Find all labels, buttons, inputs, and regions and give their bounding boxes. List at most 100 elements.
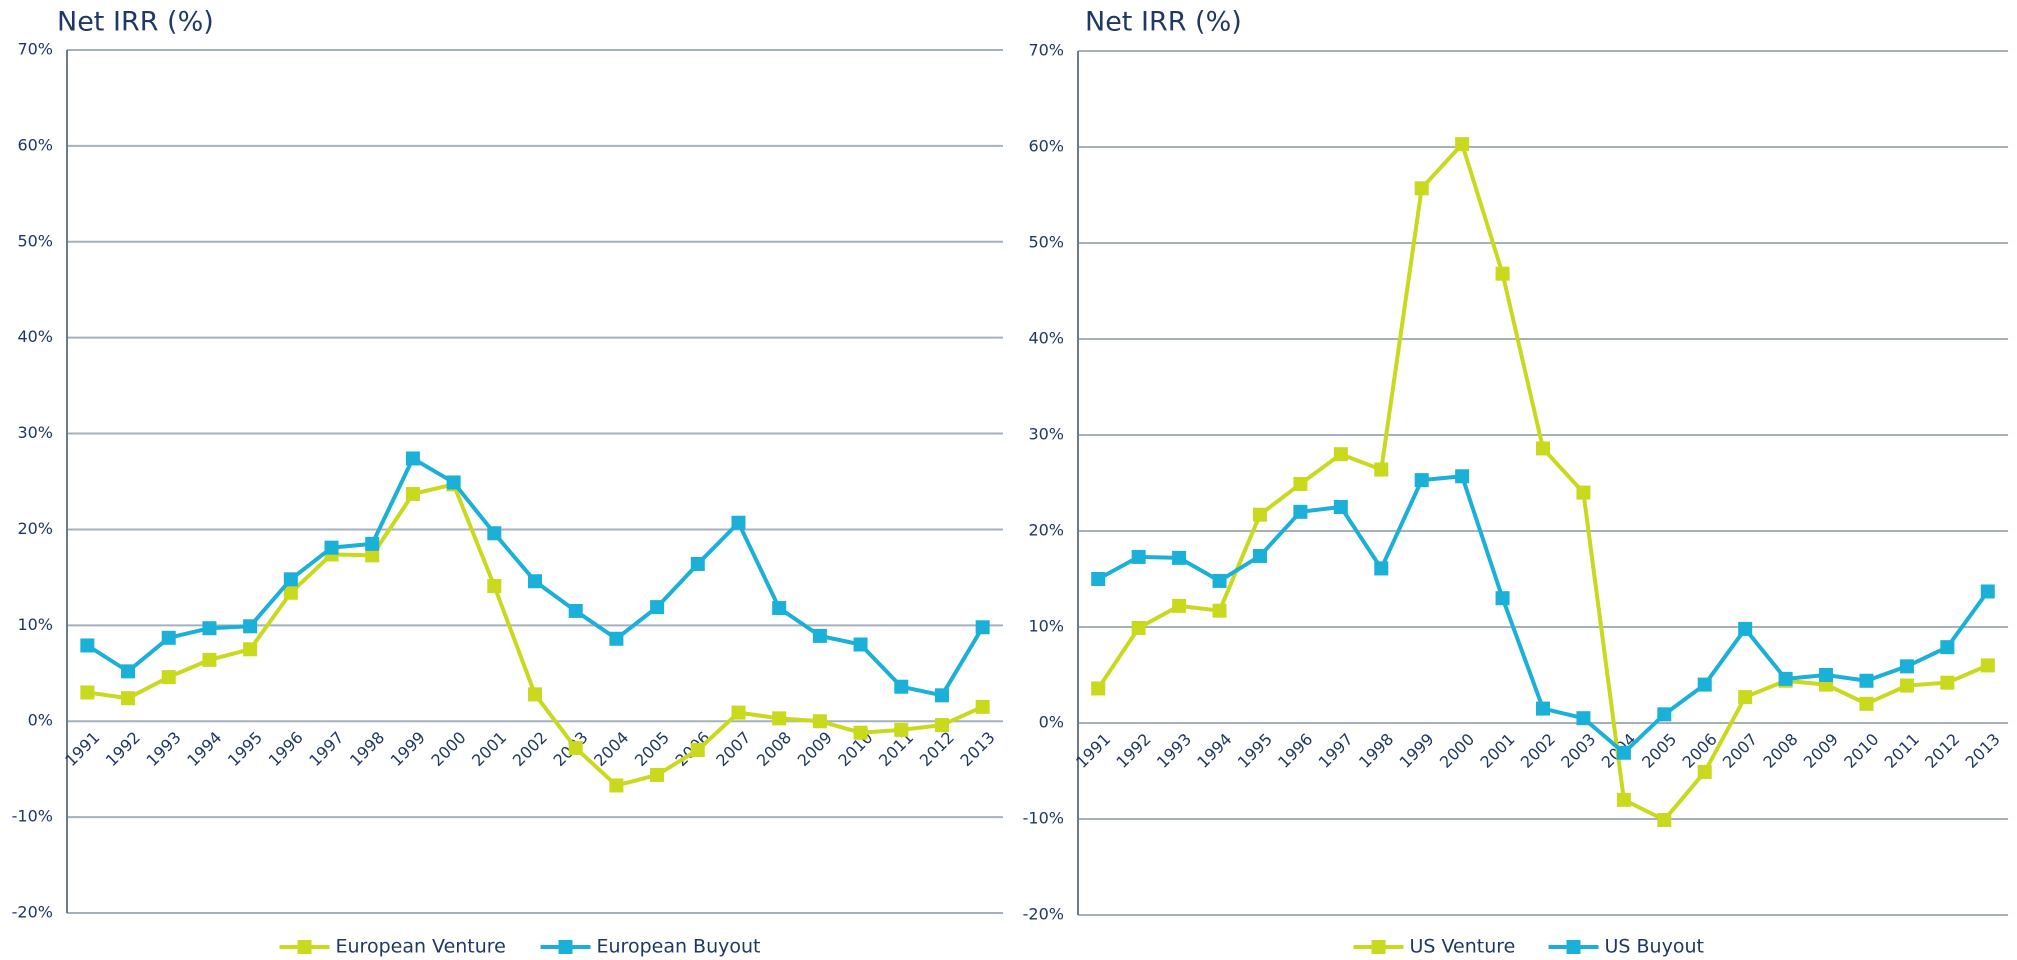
point-marker [975, 620, 990, 635]
point-marker [894, 722, 909, 737]
point-marker [283, 585, 298, 600]
y-tick-label: 30% [1028, 425, 1064, 444]
point-marker [405, 451, 420, 466]
point-marker [1576, 711, 1591, 726]
point-marker [80, 685, 95, 700]
x-tick-label: 2000 [1436, 730, 1478, 772]
point-marker [1616, 745, 1631, 760]
point-marker [405, 486, 420, 501]
point-marker [365, 536, 380, 551]
point-marker [1374, 462, 1389, 477]
point-marker [609, 631, 624, 646]
x-tick-label: 2002 [509, 728, 551, 770]
point-marker [1738, 621, 1753, 636]
x-tick-label: 1999 [1395, 730, 1437, 772]
point-marker [690, 742, 705, 757]
point-marker [1172, 598, 1187, 613]
x-tick-label: 2012 [1921, 730, 1963, 772]
point-marker [324, 540, 339, 555]
point-marker [1374, 561, 1389, 576]
point-marker [1859, 673, 1874, 688]
point-marker [1091, 681, 1106, 696]
point-marker [1212, 603, 1227, 618]
x-tick-label: 1998 [1355, 730, 1397, 772]
point-marker [80, 638, 95, 653]
point-marker [1940, 640, 1955, 655]
y-tick-label: 10% [17, 615, 53, 634]
y-tick-label: 30% [17, 423, 53, 442]
y-tick-label: 70% [17, 40, 53, 59]
point-marker [1414, 181, 1429, 196]
point-marker [1333, 447, 1348, 462]
point-marker [1091, 572, 1106, 586]
point-marker [243, 642, 258, 657]
point-marker [365, 548, 380, 563]
y-tick-label: -20% [12, 903, 53, 922]
x-tick-label: 1995 [1234, 730, 1276, 772]
point-marker [1495, 591, 1510, 606]
point-marker [1414, 473, 1429, 488]
point-marker [1819, 668, 1834, 682]
point-marker [1536, 701, 1550, 716]
legend-label: European Buyout [597, 936, 761, 958]
legend-label: US Venture [1410, 936, 1516, 958]
x-tick-label: 2005 [631, 728, 673, 770]
point-marker [1980, 584, 1995, 599]
point-marker [1859, 696, 1874, 711]
x-tick-label: 2004 [590, 728, 632, 770]
point-marker [202, 621, 217, 636]
point-marker [731, 705, 746, 720]
point-marker [1333, 500, 1348, 514]
point-marker [853, 725, 868, 740]
point-marker [650, 600, 665, 615]
point-marker [1657, 812, 1672, 827]
point-marker [1576, 485, 1591, 500]
y-tick-label: 0% [1039, 713, 1064, 732]
point-marker [772, 711, 787, 726]
point-marker [1131, 620, 1146, 635]
legend-label: European Venture [336, 936, 506, 958]
chart-title: Net IRR (%) [57, 7, 214, 38]
x-tick-label: 2012 [916, 728, 958, 770]
y-tick-label: -10% [1023, 809, 1064, 828]
x-tick-label: 1993 [143, 728, 185, 770]
x-tick-label: 1995 [224, 728, 266, 770]
point-marker [1697, 677, 1712, 692]
point-marker [446, 475, 461, 490]
point-marker [1738, 690, 1753, 705]
point-marker [1455, 137, 1470, 152]
point-marker [568, 741, 583, 756]
point-marker [1252, 548, 1267, 563]
x-tick-label: 1992 [1112, 730, 1154, 772]
x-tick-label: 1999 [387, 728, 429, 770]
x-tick-label: 2003 [1557, 730, 1599, 772]
x-tick-label: 2008 [1759, 730, 1801, 772]
y-tick-label: 20% [1028, 521, 1064, 540]
x-tick-label: 2001 [1476, 730, 1518, 772]
point-marker [161, 630, 176, 645]
chart-title: Net IRR (%) [1085, 7, 1242, 38]
point-marker [772, 601, 787, 616]
y-tick-label: 60% [1028, 137, 1064, 156]
point-marker [568, 603, 583, 618]
y-tick-label: 60% [17, 135, 53, 154]
point-marker [853, 637, 868, 652]
x-tick-label: 1996 [265, 728, 307, 770]
x-tick-label: 2010 [1840, 730, 1882, 772]
series-line [1096, 142, 1989, 822]
point-marker [1131, 549, 1146, 564]
point-marker [934, 688, 949, 703]
y-tick-label: 40% [1028, 329, 1064, 348]
x-tick-label: 1996 [1274, 730, 1316, 772]
y-tick-label: 40% [17, 327, 53, 346]
point-marker [1940, 675, 1955, 690]
x-tick-label: 2007 [712, 728, 754, 770]
point-marker [1657, 707, 1672, 722]
x-tick-label: 2009 [794, 728, 836, 770]
x-tick-label: 2013 [1962, 730, 2004, 772]
point-marker [487, 579, 502, 594]
y-tick-label: -10% [12, 807, 53, 826]
y-tick-label: 70% [1028, 41, 1064, 60]
